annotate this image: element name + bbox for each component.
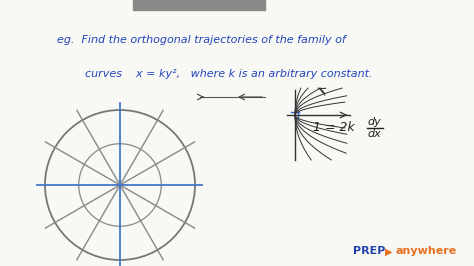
- Text: ▶: ▶: [385, 246, 392, 256]
- Text: PREP: PREP: [353, 246, 385, 256]
- Text: dy: dy: [368, 117, 382, 127]
- Text: dx: dx: [368, 129, 382, 139]
- Text: eg.  Find the orthogonal trajectories of the family of: eg. Find the orthogonal trajectories of …: [57, 35, 346, 45]
- Bar: [133, 0, 265, 10]
- Text: curves    x = ky²,   where k is an arbitrary constant.: curves x = ky², where k is an arbitrary …: [85, 69, 373, 80]
- Text: 1 = 2k: 1 = 2k: [313, 121, 355, 134]
- Text: anywhere: anywhere: [395, 246, 456, 256]
